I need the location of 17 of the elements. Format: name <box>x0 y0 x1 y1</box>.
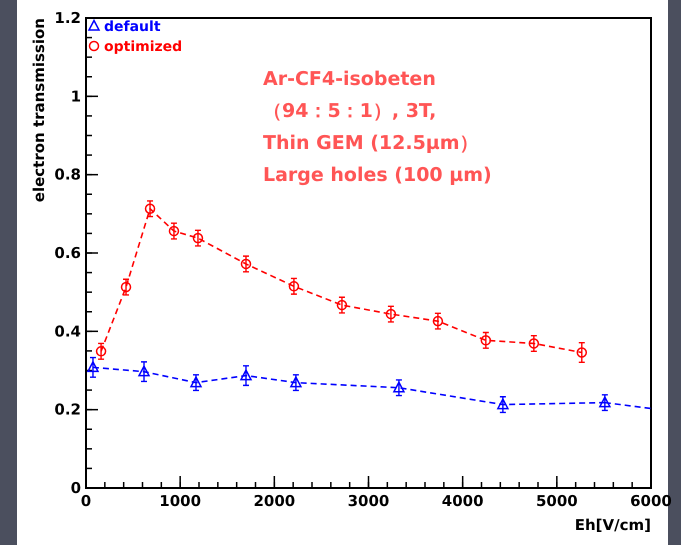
x-tick-label: 2000 <box>253 492 296 510</box>
annotation: Ar-CF4-isobeten （94：5：1）, 3T, Thin GEM (12.5μm） Large holes (100 μm) <box>263 68 492 186</box>
legend-label: default <box>104 19 161 35</box>
y-tick-label: 0.2 <box>54 400 81 419</box>
y-tick-label: 0 <box>70 479 81 497</box>
x-axis-title: Eh[V/cm] <box>574 516 651 534</box>
y-axis-title: electron transmission <box>30 18 48 202</box>
legend-label: optimized <box>104 39 182 55</box>
x-tick-label: 5000 <box>536 492 578 510</box>
y-tick-label: 1 <box>70 87 81 106</box>
x-tick-label: 4000 <box>442 492 484 510</box>
y-tick-label: 0.8 <box>54 166 81 184</box>
x-tick-label: 3000 <box>348 492 390 510</box>
y-tick-label: 0.6 <box>54 244 81 262</box>
x-tick-label: 1000 <box>159 492 202 510</box>
y-tick-label: 0.4 <box>54 322 81 340</box>
y-tick-label: 1.2 <box>54 9 81 27</box>
